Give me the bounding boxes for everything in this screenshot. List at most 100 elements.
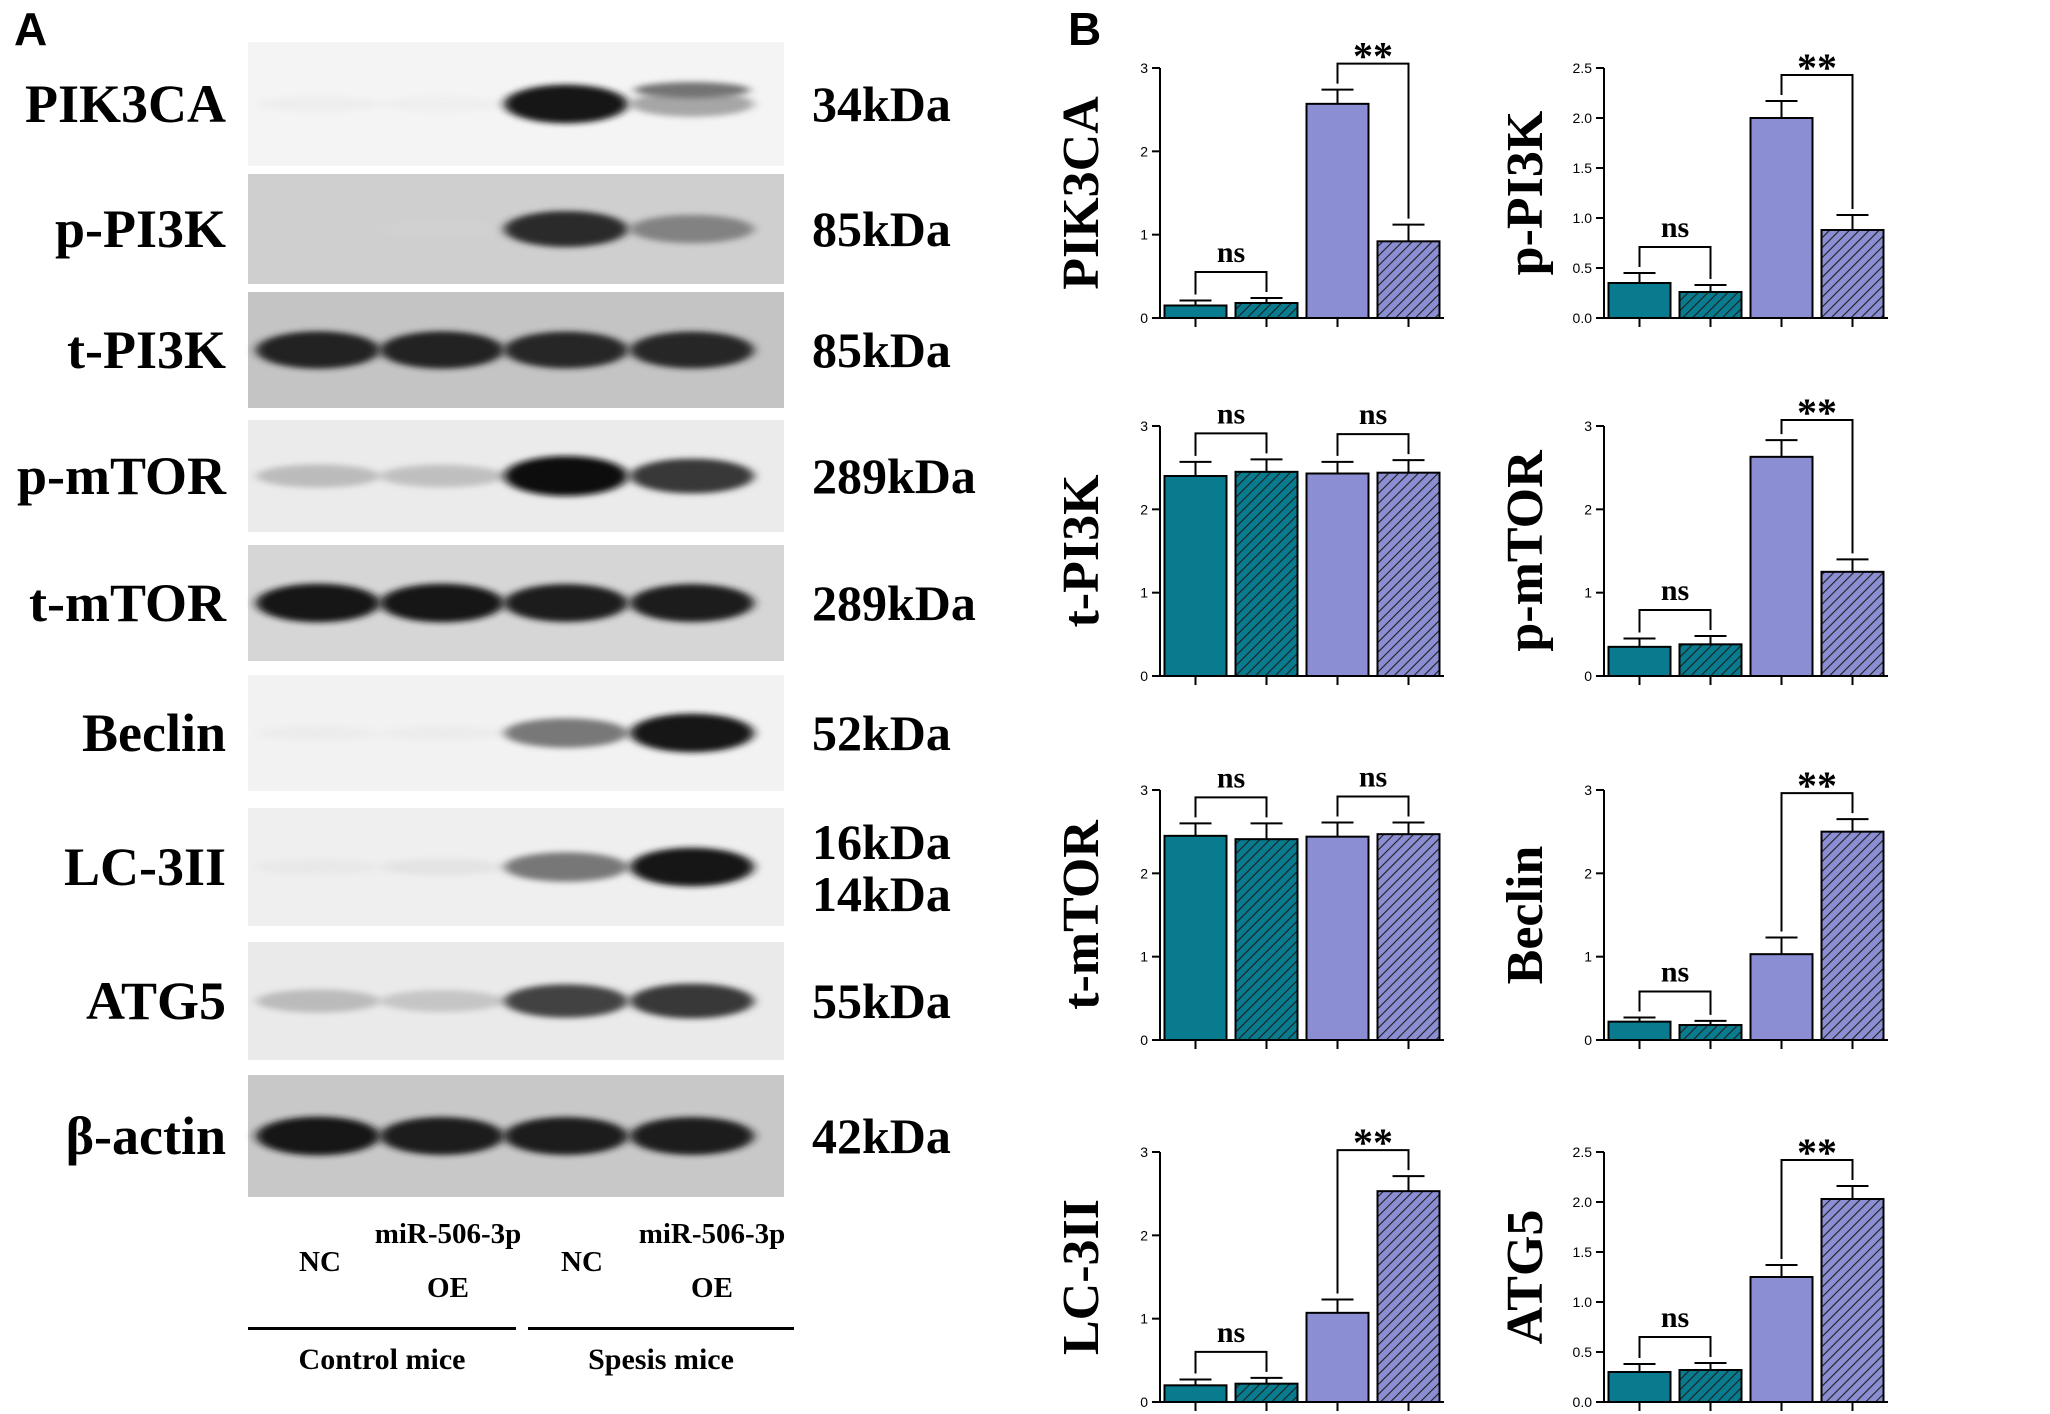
significance-label: ** xyxy=(1353,1120,1393,1165)
y-tick-label: 3 xyxy=(1584,782,1592,798)
y-tick-label: 2 xyxy=(1584,501,1592,517)
bar xyxy=(1749,455,1814,678)
blot-band xyxy=(380,464,504,488)
blot-band xyxy=(380,1117,504,1155)
blot-band xyxy=(630,458,754,494)
bar xyxy=(1607,1020,1672,1042)
significance-label: ns xyxy=(1217,236,1245,269)
blot-kda-label: 85kDa xyxy=(812,201,951,257)
significance-bracket xyxy=(1336,795,1410,817)
y-tick-label: 1.0 xyxy=(1573,1294,1593,1310)
y-tick-label: 0 xyxy=(1140,310,1148,326)
y-tick-label: 1.5 xyxy=(1573,1244,1593,1260)
significance-label: ** xyxy=(1353,34,1393,79)
bar xyxy=(1376,1190,1441,1403)
bar xyxy=(1820,570,1885,677)
blot-band xyxy=(380,331,504,369)
significance-bracket xyxy=(1336,433,1410,456)
y-tick-label: 3 xyxy=(1584,418,1592,434)
y-axis-label: PIK3CA xyxy=(1053,96,1110,290)
lane-label-line1: miR-506-3p xyxy=(374,1218,522,1250)
y-tick-label: 1 xyxy=(1584,585,1592,601)
blot-band xyxy=(256,331,380,369)
blot-band xyxy=(630,713,754,753)
blot-row-label: p-PI3K xyxy=(54,199,226,259)
blot-band xyxy=(630,847,754,887)
blot-kda-label: 34kDa xyxy=(812,76,951,132)
blot-kda-label: 52kDa xyxy=(812,705,951,761)
y-tick-label: 2.0 xyxy=(1573,1194,1593,1210)
bar-chart-5: Beclin 0 1 2 3 ns ** xyxy=(1497,763,1888,1049)
blot-band-secondary xyxy=(634,82,750,98)
blot-row-label: PIK3CA xyxy=(25,74,226,134)
blot-kda-label: 55kDa xyxy=(812,973,951,1029)
bar xyxy=(1305,835,1370,1042)
significance-label: ns xyxy=(1359,398,1387,431)
group-label-sepsis: Spesis mice xyxy=(588,1343,734,1376)
blot-row-4 xyxy=(248,545,784,661)
blot-row-label: ATG5 xyxy=(85,971,226,1031)
bar-chart-0: PIK3CA 0 1 2 3 ns ** xyxy=(1053,34,1444,327)
blot-band xyxy=(504,718,628,748)
lane-label-line2: NC xyxy=(299,1246,341,1278)
bar xyxy=(1376,833,1441,1042)
significance-label: ns xyxy=(1661,956,1689,989)
bar xyxy=(1678,643,1743,677)
blot-row-label: t-PI3K xyxy=(67,320,226,380)
blot-kda-label: 289kDa xyxy=(812,448,976,504)
blot-row-label: Beclin xyxy=(82,703,226,763)
y-tick-label: 2 xyxy=(1140,865,1148,881)
group-line-control xyxy=(248,1327,516,1330)
blot-band xyxy=(256,725,380,741)
bar xyxy=(1234,302,1299,319)
y-tick-label: 0 xyxy=(1584,668,1592,684)
y-tick-label: 1.5 xyxy=(1573,160,1593,176)
blot-band xyxy=(630,1117,754,1155)
lane-label-line2: OE xyxy=(691,1272,733,1304)
y-axis-label: LC-3II xyxy=(1053,1199,1110,1355)
bar-chart-7: ATG5 0.0 0.5 1.0 1.5 2.0 2.5 ns ** xyxy=(1497,1130,1888,1411)
y-tick-label: 0.5 xyxy=(1573,1344,1593,1360)
bar xyxy=(1305,472,1370,677)
significance-label: ** xyxy=(1797,763,1837,808)
significance-label: ns xyxy=(1217,397,1245,430)
significance-bracket xyxy=(1336,62,1410,219)
bar xyxy=(1820,1198,1885,1403)
y-tick-label: 1 xyxy=(1140,227,1148,243)
group-label-control: Control mice xyxy=(298,1343,466,1376)
y-axis-label: t-mTOR xyxy=(1053,819,1110,1010)
blot-band xyxy=(256,464,380,488)
bar xyxy=(1376,471,1441,677)
blot-band xyxy=(256,583,380,623)
bar-chart-3: p-mTOR 0 1 2 3 ns ** xyxy=(1497,390,1888,685)
bar-chart-1: p-PI3K 0.0 0.5 1.0 1.5 2.0 2.5 ns ** xyxy=(1497,45,1888,327)
western-blot-panel xyxy=(248,42,784,1197)
y-tick-label: 1 xyxy=(1140,949,1148,965)
blot-row-6 xyxy=(248,808,784,926)
significance-bracket xyxy=(1194,1350,1268,1374)
blot-band xyxy=(256,96,380,112)
bar xyxy=(1234,838,1299,1042)
blot-row-2 xyxy=(248,292,784,408)
blot-band xyxy=(630,214,754,244)
y-tick-label: 2 xyxy=(1140,501,1148,517)
y-tick-label: 1 xyxy=(1140,1311,1148,1327)
bar-chart-2: t-PI3K 0 1 2 3 ns ns xyxy=(1053,397,1444,685)
bar xyxy=(1820,830,1885,1042)
blot-band xyxy=(504,852,628,882)
y-tick-label: 0 xyxy=(1584,1032,1592,1048)
blot-band xyxy=(630,983,754,1019)
significance-bracket xyxy=(1780,792,1854,932)
significance-label: ns xyxy=(1217,761,1245,794)
bar xyxy=(1163,834,1228,1041)
blot-kda-label: 14kDa xyxy=(812,866,951,922)
blot-row-label: p-mTOR xyxy=(16,446,226,506)
blot-kda-label: 85kDa xyxy=(812,322,951,378)
blot-row-label: β-actin xyxy=(65,1106,226,1166)
y-tick-label: 3 xyxy=(1140,1144,1148,1160)
y-axis-label: Beclin xyxy=(1497,846,1554,985)
blot-row-8 xyxy=(248,1075,784,1197)
blot-kda-label: 16kDa xyxy=(812,814,951,870)
y-tick-label: 0 xyxy=(1140,668,1148,684)
y-tick-label: 3 xyxy=(1140,60,1148,76)
